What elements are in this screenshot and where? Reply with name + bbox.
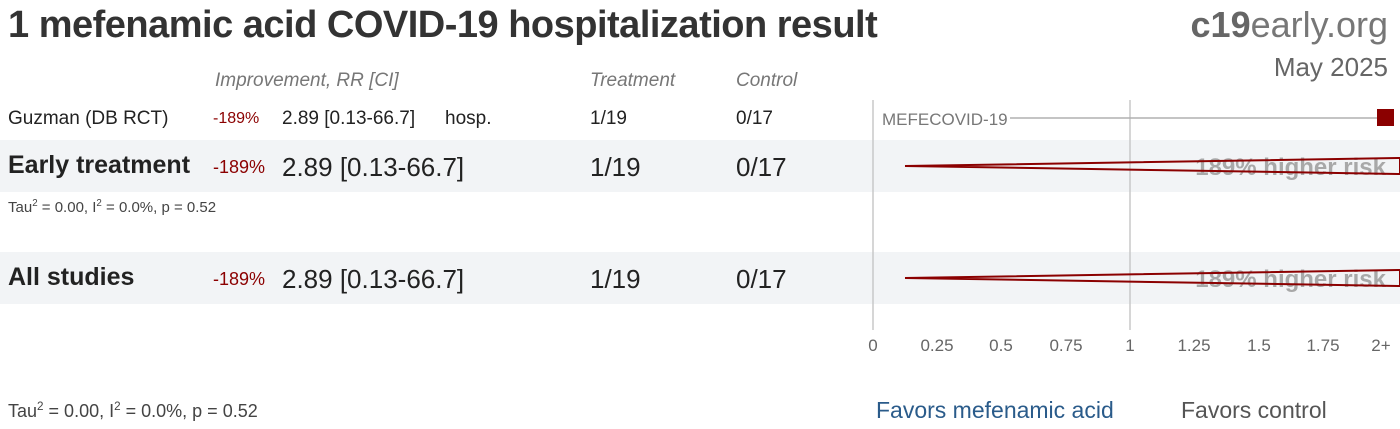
all-improvement: -189% — [213, 269, 266, 289]
brand-logo: c19early.org — [1191, 4, 1388, 46]
x-tick: 1.5 — [1247, 336, 1271, 355]
study-name: Guzman (DB RCT) — [8, 108, 169, 129]
early-treatment: 1/19 — [590, 152, 641, 182]
favors-treatment-label: Favors mefenamic acid — [876, 397, 1114, 423]
study-point — [1377, 109, 1394, 126]
early-diamond — [904, 156, 1400, 176]
favors-control-label: Favors control — [1181, 397, 1327, 423]
study-improvement: -189% — [213, 110, 260, 127]
early-heterogeneity: Tau2 = 0.00, I2 = 0.0%, p = 0.52 — [8, 198, 217, 216]
x-tick: 1 — [1125, 336, 1135, 355]
study-plot-label: MEFECOVID-19 — [882, 110, 1008, 129]
early-label: Early treatment — [8, 151, 191, 179]
early-control: 0/17 — [736, 152, 787, 182]
col-header-control: Control — [736, 70, 798, 91]
early-rr-ci: 2.89 [0.13-66.7] — [282, 152, 465, 182]
x-tick: 0.75 — [1049, 336, 1083, 355]
col-header-improvement: Improvement, RR [CI] — [215, 70, 399, 91]
all-treatment: 1/19 — [590, 264, 641, 294]
all-band — [0, 252, 1400, 304]
brand-rest: early.org — [1250, 4, 1388, 45]
brand-c19: c19 — [1190, 4, 1251, 45]
x-tick: 0.25 — [920, 336, 954, 355]
study-treatment: 1/19 — [590, 108, 627, 129]
footer-heterogeneity: Tau2 = 0.00, I2 = 0.0%, p = 0.52 — [8, 400, 258, 421]
x-tick: 0.5 — [989, 336, 1013, 355]
page-title: 1 mefenamic acid COVID-19 hospitalizatio… — [8, 4, 878, 46]
report-date: May 2025 — [1273, 52, 1388, 82]
all-label: All studies — [8, 263, 135, 291]
study-rr-ci: 2.89 [0.13-66.7] — [282, 108, 416, 129]
x-tick: 1.75 — [1306, 336, 1340, 355]
x-tick: 2+ — [1371, 336, 1391, 355]
x-tick: 0 — [868, 336, 878, 355]
early-band — [0, 140, 1400, 192]
all-control: 0/17 — [736, 264, 787, 294]
early-improvement: -189% — [213, 157, 266, 177]
all-rr-ci: 2.89 [0.13-66.7] — [282, 264, 465, 294]
all-diamond — [904, 268, 1400, 288]
x-tick: 1.25 — [1177, 336, 1211, 355]
study-outcome: hosp. — [445, 108, 492, 129]
study-control: 0/17 — [736, 108, 773, 129]
col-header-treatment: Treatment — [590, 70, 676, 91]
